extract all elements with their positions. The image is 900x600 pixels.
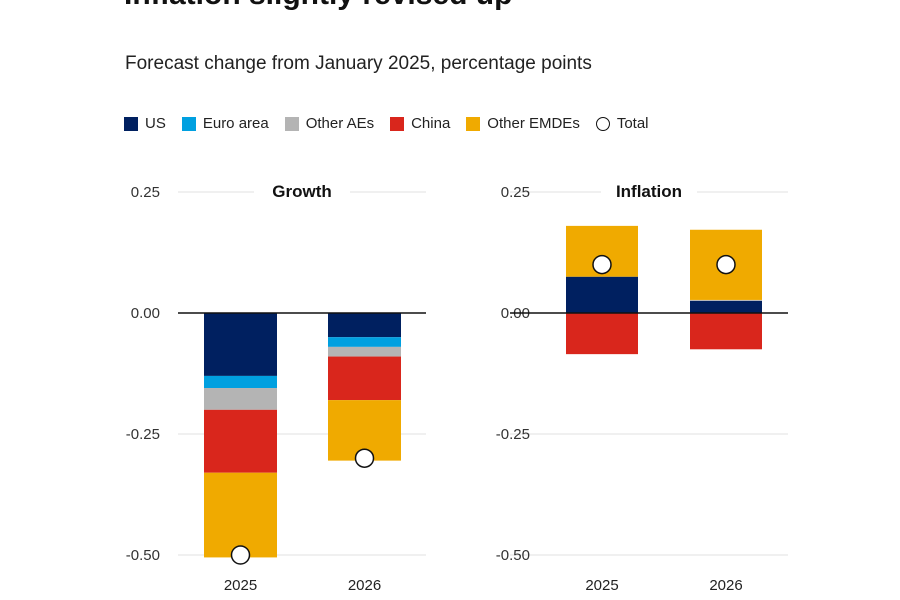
bar-segment-china (566, 313, 638, 355)
x-tick-label: 2025 (224, 577, 257, 594)
total-marker (716, 254, 736, 275)
y-tick-label: -0.50 (126, 547, 160, 564)
legend-item: Euro area (181, 115, 269, 132)
total-marker (592, 254, 612, 275)
legend-item: US (124, 115, 166, 132)
y-tick-label: -0.25 (496, 426, 530, 443)
legend-label: US (145, 115, 166, 132)
bar-segment-euro-area (204, 375, 277, 389)
panel-title: Inflation (616, 182, 682, 201)
panel-title: Growth (272, 182, 332, 201)
legend-label: Euro area (202, 115, 269, 132)
bar-segment-china (204, 409, 277, 473)
y-tick-label: -0.50 (496, 547, 530, 564)
legend-marker-total (595, 116, 610, 131)
legend-swatch (181, 116, 196, 131)
y-tick-label: 0.00 (131, 305, 160, 322)
total-marker (230, 545, 251, 565)
title-bg (601, 180, 697, 202)
title-bg (254, 180, 350, 202)
y-tick-label: 0.25 (501, 184, 530, 201)
bar-segment-china (328, 356, 401, 401)
bar-segment-us (690, 300, 762, 313)
bar-segment-us (328, 313, 401, 338)
bar-segment-other-emdes (204, 472, 277, 558)
legend-swatch (466, 116, 481, 131)
bar-segment-us (204, 313, 277, 376)
legend-item: Total (595, 115, 649, 132)
y-tick-label: 0.25 (131, 184, 160, 201)
legend-swatch (124, 116, 138, 131)
legend-label: Other AEs (305, 115, 375, 132)
legend-item: China (390, 115, 450, 132)
chart-title: Inflation slightly revised up (124, 0, 512, 12)
bar-segment-other-aes (204, 388, 277, 410)
legend-label: Other EMDEs (487, 115, 580, 132)
legend-item: Other EMDEs (466, 115, 580, 132)
legend-label: Total (616, 115, 649, 132)
legend-label: China (411, 115, 451, 132)
x-tick-label: 2026 (709, 577, 742, 594)
y-tick-label: -0.25 (126, 426, 160, 443)
bar-segment-china (690, 313, 762, 350)
bar-segment-other-aes (328, 346, 401, 357)
x-tick-label: 2025 (585, 577, 618, 594)
legend-swatch (390, 116, 405, 131)
legend-item: Other AEs (284, 115, 375, 132)
legend: US Euro area Other AEs China Other EMDEs Tota… (124, 115, 649, 132)
legend-swatch (284, 116, 299, 131)
bar-segment-other-aes (690, 299, 762, 301)
x-tick-label: 2026 (348, 577, 381, 594)
total-marker (354, 448, 375, 468)
bar-segment-euro-area (328, 337, 401, 347)
chart-subtitle: Forecast change from January 2025, perce… (125, 53, 592, 74)
bar-segment-us (566, 276, 638, 313)
